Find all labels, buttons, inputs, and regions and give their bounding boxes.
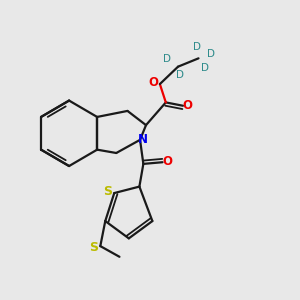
Text: D: D: [201, 63, 209, 73]
Text: D: D: [164, 54, 172, 64]
Text: O: O: [183, 99, 193, 112]
Text: N: N: [138, 133, 148, 146]
Text: S: S: [103, 185, 112, 198]
Text: S: S: [89, 241, 98, 254]
Text: O: O: [148, 76, 158, 88]
Text: O: O: [163, 155, 172, 168]
Text: D: D: [193, 42, 201, 52]
Text: D: D: [176, 70, 184, 80]
Text: D: D: [207, 49, 215, 59]
